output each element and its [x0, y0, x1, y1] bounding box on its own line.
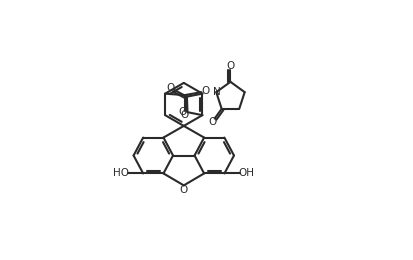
Text: O: O: [180, 110, 189, 120]
Text: O: O: [226, 61, 234, 71]
Text: O: O: [166, 83, 174, 93]
Text: O: O: [179, 185, 188, 195]
Text: HO: HO: [113, 168, 129, 178]
Text: O: O: [208, 117, 216, 127]
Text: O: O: [178, 107, 186, 117]
Text: OH: OH: [238, 168, 254, 178]
Text: N: N: [212, 87, 220, 96]
Text: O: O: [201, 86, 209, 96]
